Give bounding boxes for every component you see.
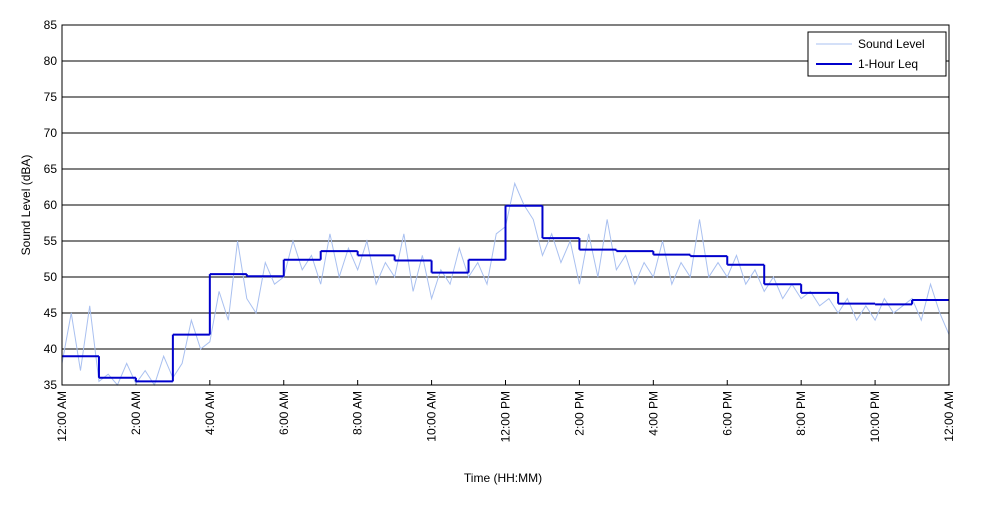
x-tick-label: 10:00 AM xyxy=(425,391,439,442)
y-tick-label: 50 xyxy=(44,270,58,284)
x-tick-label: 8:00 PM xyxy=(794,391,808,436)
y-tick-label: 55 xyxy=(44,234,58,248)
x-tick-label: 2:00 PM xyxy=(572,391,586,436)
plot-frame xyxy=(61,24,950,386)
x-tick-label: 2:00 AM xyxy=(129,391,143,435)
x-tick-label: 12:00 AM xyxy=(55,391,69,442)
y-tick-label: 85 xyxy=(44,18,58,32)
y-tick-label: 75 xyxy=(44,90,58,104)
x-axis-label: Time (HH:MM) xyxy=(464,471,542,485)
y-tick-label: 80 xyxy=(44,54,58,68)
y-tick-label: 35 xyxy=(44,378,58,392)
x-tick-label: 6:00 AM xyxy=(277,391,291,435)
y-axis-label: Sound Level (dBA) xyxy=(19,155,33,256)
x-tick-label: 4:00 PM xyxy=(646,391,660,436)
legend-box xyxy=(807,31,947,77)
x-tick-label: 4:00 AM xyxy=(203,391,217,435)
legend-label: 1-Hour Leq xyxy=(858,57,918,71)
x-tick-label: 10:00 PM xyxy=(868,391,882,442)
x-tick-label: 12:00 PM xyxy=(499,391,513,442)
y-tick-label: 70 xyxy=(44,126,58,140)
x-tick-label: 6:00 PM xyxy=(720,391,734,436)
y-tick-label: 40 xyxy=(44,342,58,356)
legend-label: Sound Level xyxy=(858,37,925,51)
x-tick-label: 8:00 AM xyxy=(351,391,365,435)
y-tick-label: 60 xyxy=(44,198,58,212)
y-tick-label: 65 xyxy=(44,162,58,176)
x-tick-label: 12:00 AM xyxy=(942,391,956,442)
y-tick-label: 45 xyxy=(44,306,58,320)
